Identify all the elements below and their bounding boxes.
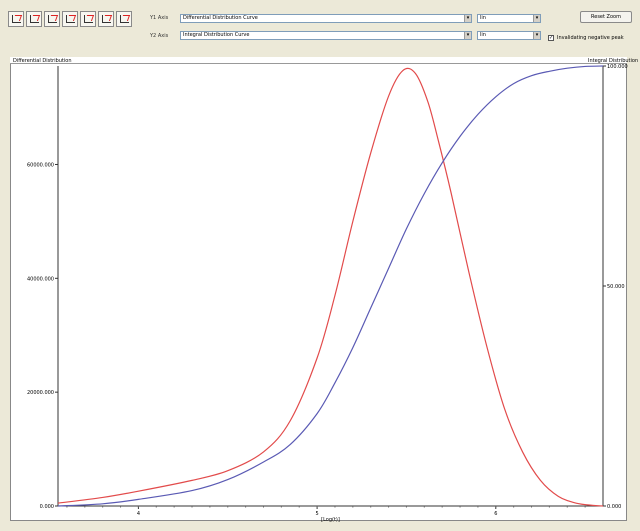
y1-curve-select[interactable]: Differential Distribution Curve ▾: [180, 14, 472, 23]
y1-axis-label: Y1 Axis: [150, 15, 169, 21]
negative-peak-label: Invalidating negative peak: [557, 35, 624, 41]
y1-tick-label: 60000.000: [27, 162, 54, 168]
differential-curve: [57, 67, 604, 507]
y2-scale-select[interactable]: lin ▾: [477, 31, 541, 40]
y2-tick-label: 0.000: [607, 504, 621, 510]
chart-tool-6-icon[interactable]: [98, 11, 114, 27]
y1-curve-value: Differential Distribution Curve: [183, 15, 258, 21]
chart-tool-1-icon[interactable]: [8, 11, 24, 27]
plot-area[interactable]: [10, 57, 627, 521]
x-tick-label: 5: [316, 511, 319, 517]
y2-scale-value: lin: [480, 32, 486, 38]
y2-curve-select[interactable]: Integral Distribution Curve ▾: [180, 31, 472, 40]
y1-scale-select[interactable]: lin ▾: [477, 14, 541, 23]
integral-curve: [57, 65, 604, 507]
y2-tick-label: 100.000: [607, 64, 628, 70]
y1-tick-label: 40000.000: [27, 276, 54, 282]
x-tick-label: 6: [494, 511, 497, 517]
chevron-down-icon[interactable]: ▾: [533, 32, 540, 39]
plot-header: [10, 57, 627, 64]
y1-tick-label: 20000.000: [27, 390, 54, 396]
y1-scale-value: lin: [480, 15, 486, 21]
left-axis-title: Differential Distribution: [13, 58, 72, 64]
y2-tick-label: 50.000: [607, 284, 625, 290]
chevron-down-icon[interactable]: ▾: [464, 32, 471, 39]
chart-tool-7-icon[interactable]: [116, 11, 132, 27]
chart-toolbar: Y1 Axis Y2 Axis Differential Distributio…: [0, 0, 640, 50]
chart-tool-5-icon[interactable]: [80, 11, 96, 27]
x-tick-label: 4: [137, 511, 140, 517]
chevron-down-icon[interactable]: ▾: [464, 15, 471, 22]
x-axis-label: [Log(t)]: [321, 517, 340, 523]
y2-curve-value: Integral Distribution Curve: [183, 32, 250, 38]
y2-axis-label: Y2 Axis: [150, 33, 169, 39]
y1-tick-label: 0.000: [40, 504, 54, 510]
negative-peak-checkbox[interactable]: ✓: [548, 35, 554, 41]
chart-tool-2-icon[interactable]: [26, 11, 42, 27]
chart-tool-3-icon[interactable]: [44, 11, 60, 27]
chart-tool-4-icon[interactable]: [62, 11, 78, 27]
reset-zoom-button[interactable]: Reset Zoom: [580, 11, 632, 23]
chevron-down-icon[interactable]: ▾: [533, 15, 540, 22]
right-axis-title: Integral Distribution: [588, 58, 639, 64]
